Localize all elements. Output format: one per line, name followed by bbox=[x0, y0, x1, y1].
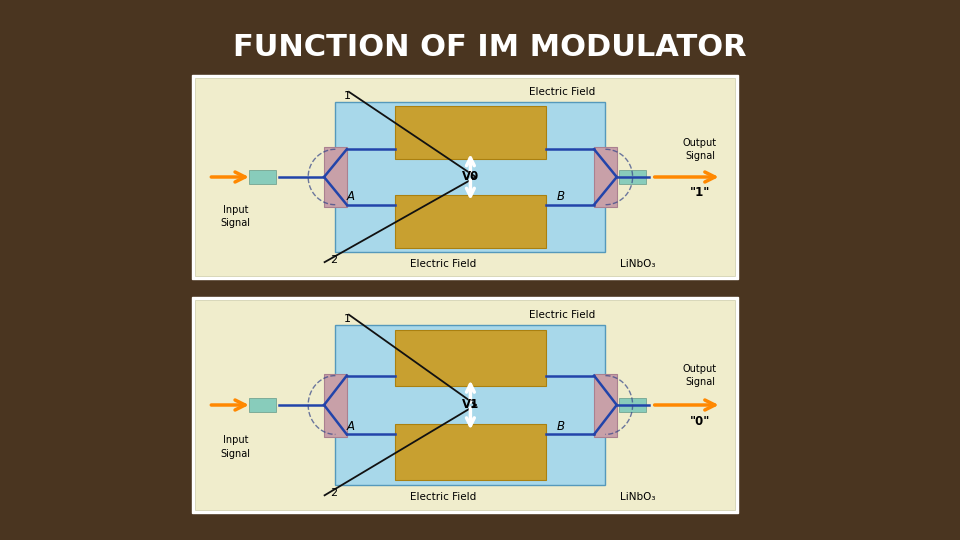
Text: 1: 1 bbox=[344, 314, 350, 324]
Bar bbox=[619, 397, 646, 413]
Bar bbox=[395, 106, 546, 159]
Bar bbox=[195, 300, 735, 510]
Text: Input
Signal: Input Signal bbox=[221, 435, 251, 458]
Text: Input
Signal: Input Signal bbox=[221, 205, 251, 228]
Bar bbox=[395, 424, 546, 480]
Text: V0: V0 bbox=[462, 171, 479, 184]
Text: Electric Field: Electric Field bbox=[529, 87, 595, 97]
Text: Electric Field: Electric Field bbox=[529, 310, 595, 320]
Polygon shape bbox=[550, 0, 960, 80]
Polygon shape bbox=[0, 0, 960, 280]
Text: A: A bbox=[347, 190, 354, 203]
Polygon shape bbox=[650, 0, 960, 55]
Text: LiNbO₃: LiNbO₃ bbox=[620, 259, 656, 269]
Text: A: A bbox=[347, 420, 354, 433]
Bar bbox=[249, 170, 276, 184]
Bar bbox=[324, 374, 347, 436]
Text: Electric Field: Electric Field bbox=[410, 259, 476, 269]
Bar bbox=[594, 374, 616, 436]
Text: "1": "1" bbox=[689, 186, 710, 199]
Polygon shape bbox=[0, 0, 290, 65]
Bar bbox=[594, 147, 616, 207]
Bar bbox=[192, 75, 738, 279]
Bar bbox=[335, 325, 606, 485]
Text: 1: 1 bbox=[344, 91, 350, 101]
Text: FUNCTION OF IM MODULATOR: FUNCTION OF IM MODULATOR bbox=[233, 32, 747, 62]
Bar bbox=[324, 147, 347, 207]
Bar bbox=[195, 78, 735, 276]
Text: 2: 2 bbox=[330, 488, 337, 498]
Bar bbox=[335, 102, 606, 252]
Text: "0": "0" bbox=[689, 415, 710, 428]
Text: Output
Signal: Output Signal bbox=[683, 364, 717, 387]
Bar bbox=[395, 195, 546, 248]
Polygon shape bbox=[0, 0, 350, 85]
Text: V1: V1 bbox=[462, 399, 479, 411]
Text: LiNbO₃: LiNbO₃ bbox=[620, 492, 656, 502]
Text: Output
Signal: Output Signal bbox=[683, 138, 717, 161]
Polygon shape bbox=[0, 0, 230, 50]
Polygon shape bbox=[750, 0, 960, 35]
Text: B: B bbox=[557, 190, 564, 203]
Bar bbox=[192, 297, 738, 513]
Bar bbox=[249, 397, 276, 413]
Text: 2: 2 bbox=[330, 255, 337, 265]
Bar bbox=[395, 330, 546, 386]
Bar bbox=[619, 170, 646, 184]
Text: Electric Field: Electric Field bbox=[410, 492, 476, 502]
Text: B: B bbox=[557, 420, 564, 433]
